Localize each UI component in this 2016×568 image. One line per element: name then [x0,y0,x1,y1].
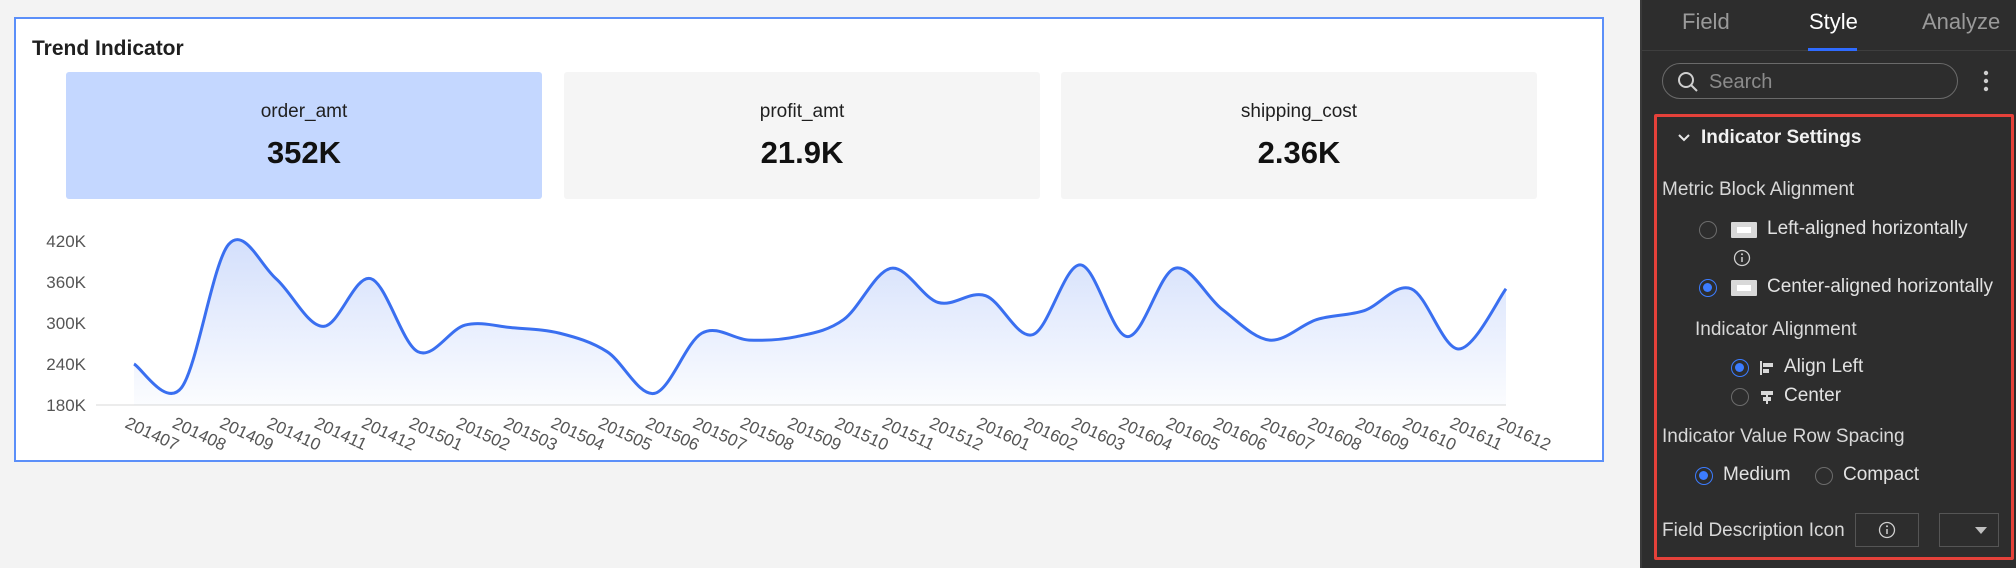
option-center-label: Center [1784,385,1842,406]
option-compact-label: Compact [1843,464,1920,485]
y-tick-label: 360K [46,273,86,292]
search-box[interactable] [1662,63,1958,99]
x-tick-label: 201604 [1116,413,1175,454]
series-area-fill [134,239,1506,405]
row-spacing-label: Indicator Value Row Spacing [1662,426,1905,447]
x-tick-label: 201511 [879,413,937,454]
x-tick-label: 201601 [974,413,1033,454]
x-tick-label: 201504 [548,413,607,454]
x-tick-label: 201507 [690,413,749,454]
option-left-aligned-label: Left-aligned horizontally [1767,218,1968,239]
tab-field[interactable]: Field [1682,9,1730,34]
x-tick-label: 201412 [359,413,418,454]
info-icon[interactable] [1733,249,1751,267]
info-icon [1878,521,1896,539]
radio-medium[interactable] [1695,467,1713,485]
y-tick-label: 420K [46,232,86,251]
search-icon [1678,72,1698,92]
left-aligned-layout-icon [1731,222,1757,238]
x-tick-label: 201407 [122,413,181,454]
option-medium-label: Medium [1723,464,1791,485]
x-tick-label: 201501 [406,413,465,454]
x-tick-label: 201510 [832,413,891,454]
more-options-icon[interactable] [1982,69,1990,93]
kpi-block-profit-amt[interactable]: profit_amt 21.9K [564,72,1040,199]
x-tick-label: 201411 [312,413,370,454]
field-description-icon-label: Field Description Icon [1662,520,1845,541]
section-title: Indicator Settings [1701,127,1862,148]
radio-align-left[interactable] [1731,359,1749,377]
active-tab-indicator [1808,48,1857,51]
x-tick-label: 201503 [501,413,560,454]
x-tick-label: 201512 [927,413,986,454]
x-tick-label: 201602 [1021,413,1080,454]
align-left-icon [1760,361,1773,375]
x-tick-label: 201609 [1352,413,1411,454]
radio-center-aligned-horizontally[interactable] [1699,279,1717,297]
indicator-settings-section: Indicator Settings Metric Block Alignmen… [1654,114,2014,560]
search-input[interactable] [1707,69,1951,95]
y-tick-label: 180K [46,396,86,415]
x-tick-label: 201508 [737,413,796,454]
tab-analyze[interactable]: Analyze [1922,9,2001,34]
kpi-name: order_amt [260,101,348,122]
option-align-left-label: Align Left [1784,356,1864,377]
x-tick-label: 201410 [264,413,323,454]
x-tick-label: 201610 [1400,413,1459,454]
x-tick-label: 201502 [453,413,512,454]
x-tick-label: 201408 [170,413,229,454]
x-tick-label: 201509 [785,413,844,454]
tab-style[interactable]: Style [1809,9,1858,34]
radio-center[interactable] [1731,388,1749,406]
y-tick-label: 300K [46,314,86,333]
kpi-value: 2.36K [1257,135,1341,170]
kpi-value: 21.9K [760,135,844,170]
x-tick-label: 201611 [1447,413,1505,454]
radio-compact[interactable] [1815,467,1833,485]
y-axis: 420K 360K 300K 240K 180K [46,232,86,415]
kpi-block-order-amt[interactable]: order_amt 352K [66,72,542,199]
x-tick-label: 201409 [217,413,276,454]
x-tick-label: 201506 [643,413,702,454]
chevron-down-icon [1678,134,1690,142]
x-tick-label: 201608 [1305,413,1364,454]
card-title: Trend Indicator [32,37,184,60]
option-center-aligned-label: Center-aligned horizontally [1767,276,1994,297]
y-tick-label: 240K [46,355,86,374]
x-tick-label: 201607 [1258,413,1317,454]
indicator-alignment-label: Indicator Alignment [1695,319,1857,340]
series-line [133,238,1508,395]
x-tick-label: 201612 [1494,413,1553,454]
kpi-value: 352K [266,135,342,170]
field-description-icon-dropdown[interactable] [1939,513,1999,547]
trend-indicator-card[interactable]: Trend Indicator order_amt 352K profit_am… [14,17,1604,462]
metric-block-alignment-label: Metric Block Alignment [1662,179,1855,200]
radio-left-aligned-horizontally[interactable] [1699,221,1717,239]
panel-tabs: Field Style Analyze [1642,0,2016,51]
x-tick-label: 201505 [595,413,654,454]
field-description-icon-button[interactable] [1855,513,1919,547]
align-center-icon [1761,391,1773,404]
x-tick-label: 201605 [1163,413,1222,454]
caret-down-icon [1975,527,1987,534]
kpi-block-shipping-cost[interactable]: shipping_cost 2.36K [1061,72,1537,199]
x-axis: 2014072014082014092014102014112014122015… [122,413,1553,454]
kpi-name: profit_amt [759,101,845,122]
style-settings-panel: Field Style Analyze Indicator Settings M… [1640,0,2016,568]
x-tick-label: 201603 [1069,413,1128,454]
x-tick-label: 201606 [1210,413,1269,454]
kpi-name: shipping_cost [1240,101,1358,122]
center-aligned-layout-icon [1731,280,1757,296]
